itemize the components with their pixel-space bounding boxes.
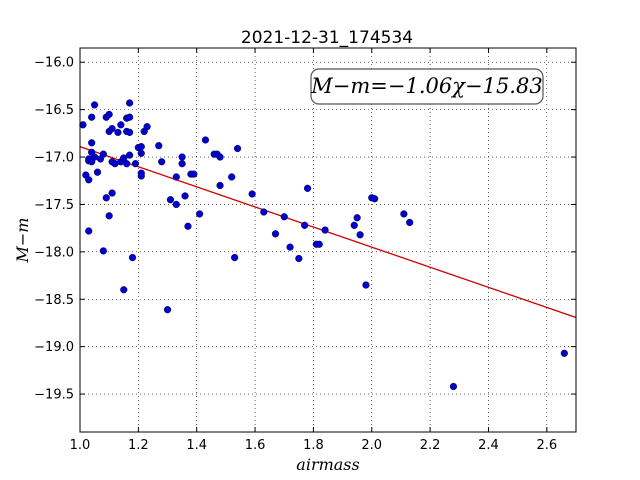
data-point xyxy=(131,160,140,168)
data-point xyxy=(128,253,137,262)
data-point xyxy=(301,221,309,229)
data-point xyxy=(280,213,288,221)
x-axis-label: airmass xyxy=(296,455,359,474)
x-tick-label: 1.6 xyxy=(245,438,266,453)
y-tick-label: −18.0 xyxy=(34,245,74,260)
data-point xyxy=(400,210,408,218)
data-point xyxy=(201,136,210,144)
data-point xyxy=(99,247,107,255)
data-point xyxy=(295,254,303,263)
data-point xyxy=(178,153,186,161)
annotation-box xyxy=(310,68,544,105)
data-point xyxy=(172,173,180,181)
data-point xyxy=(172,200,180,209)
data-point xyxy=(85,227,93,235)
data-point xyxy=(303,184,312,192)
data-point xyxy=(155,142,163,150)
y-tick-label: −16.0 xyxy=(34,56,74,71)
data-point xyxy=(108,189,116,197)
fit-annotation: M−m=−1.06χ−15.83 xyxy=(310,68,544,105)
data-point xyxy=(163,306,172,314)
y-tick-label: −18.5 xyxy=(34,293,74,308)
data-point xyxy=(126,113,134,121)
data-point xyxy=(166,196,175,204)
data-point xyxy=(248,190,256,198)
data-point xyxy=(105,212,113,220)
x-tick-label: 1.8 xyxy=(303,438,324,453)
x-tick-label: 1.4 xyxy=(186,438,207,453)
y-tick-label: −19.5 xyxy=(34,388,74,403)
chart-title: 2021-12-31_174534 xyxy=(241,28,413,48)
data-point xyxy=(350,221,358,229)
data-point xyxy=(102,194,110,202)
data-point xyxy=(233,144,242,153)
data-point xyxy=(126,128,134,136)
data-point xyxy=(99,150,107,158)
data-points xyxy=(79,99,568,391)
gridlines xyxy=(79,48,576,432)
data-point xyxy=(79,121,87,129)
data-point xyxy=(117,121,125,129)
x-tick-label: 1.0 xyxy=(70,438,91,453)
data-point xyxy=(108,124,116,133)
x-tick-label: 2.0 xyxy=(361,438,382,453)
data-point xyxy=(353,214,361,222)
data-point xyxy=(315,240,323,248)
y-tick-label: −17.5 xyxy=(34,198,74,213)
data-point xyxy=(85,176,93,184)
plot-frame xyxy=(79,47,577,433)
data-point xyxy=(362,281,370,289)
data-point xyxy=(216,181,224,190)
data-point xyxy=(449,382,458,391)
data-point xyxy=(158,158,166,166)
y-axis-ticks: −16.0 −16.5 −17.0 −17.5 −18.0 −18.5 −19.0 −19.5 xyxy=(34,56,576,403)
data-point xyxy=(196,210,204,218)
data-point xyxy=(137,169,145,177)
x-tick-label: 2.2 xyxy=(420,438,441,453)
data-point xyxy=(143,123,151,131)
data-point xyxy=(356,231,364,239)
data-point xyxy=(181,192,189,200)
data-point xyxy=(406,218,414,227)
annotation-text: M−m=−1.06χ−15.83 xyxy=(310,74,542,98)
data-point xyxy=(560,349,568,357)
data-point xyxy=(114,128,122,136)
data-point xyxy=(126,151,134,159)
data-point xyxy=(137,149,145,157)
data-point xyxy=(88,139,96,147)
data-point xyxy=(137,143,145,151)
data-point xyxy=(231,253,239,262)
y-tick-label: −17.0 xyxy=(34,151,74,166)
data-point xyxy=(271,230,280,238)
data-point xyxy=(371,195,379,203)
data-point xyxy=(88,113,96,121)
data-point xyxy=(105,110,113,118)
x-axis-ticks: 1.0 1.2 1.4 1.6 1.8 2.0 2.2 2.4 2.6 xyxy=(70,48,557,453)
x-tick-label: 2.6 xyxy=(536,438,557,453)
data-point xyxy=(216,153,224,161)
data-point xyxy=(120,154,128,162)
data-point xyxy=(178,160,186,168)
data-point xyxy=(123,160,131,168)
data-point xyxy=(126,99,134,107)
data-point xyxy=(184,222,192,230)
data-point xyxy=(260,208,268,216)
x-tick-label: 1.2 xyxy=(128,438,149,453)
y-axis-label: M−m xyxy=(13,218,32,264)
x-tick-label: 2.4 xyxy=(478,438,499,453)
data-point xyxy=(190,170,198,178)
data-point xyxy=(286,243,294,251)
data-point xyxy=(321,226,329,234)
data-point xyxy=(90,101,99,109)
data-point xyxy=(93,168,102,176)
y-tick-label: −19.0 xyxy=(34,340,74,355)
data-point xyxy=(120,286,128,294)
data-point xyxy=(228,173,236,181)
y-tick-label: −16.5 xyxy=(34,103,74,118)
